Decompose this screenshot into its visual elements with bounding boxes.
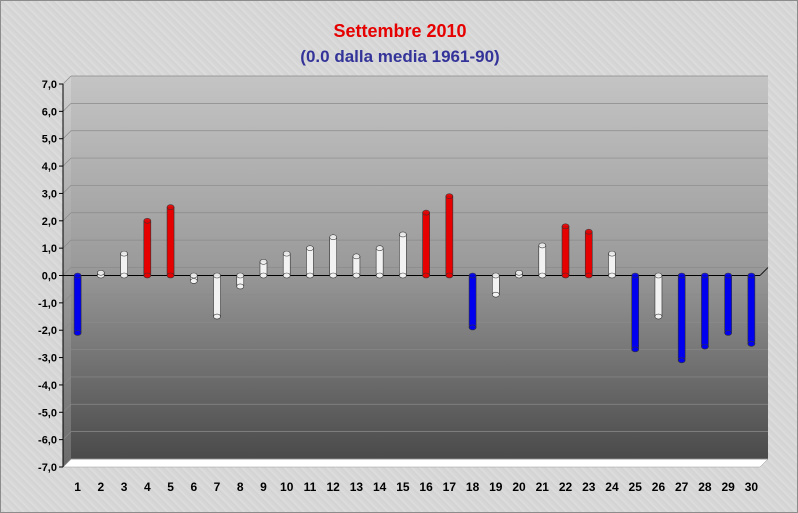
x-tick-label: 16 (419, 480, 433, 494)
bar (561, 223, 570, 279)
bar (701, 272, 709, 350)
x-tick-label: 12 (327, 480, 341, 494)
x-tick-label: 17 (443, 480, 457, 494)
x-tick-label: 1 (74, 480, 81, 494)
bar (538, 242, 547, 279)
x-tick-label: 13 (350, 480, 364, 494)
bar (306, 245, 314, 279)
y-tick-label: -6,0 (38, 435, 57, 447)
grid-line-side (62, 212, 72, 222)
bar (282, 250, 291, 279)
bar (120, 250, 128, 279)
x-tick-label: 7 (214, 480, 221, 494)
bar (236, 272, 245, 290)
x-tick-label: 9 (260, 480, 267, 494)
x-tick-label: 24 (605, 480, 619, 494)
x-tick-label: 30 (745, 480, 759, 494)
x-tick-label: 3 (121, 480, 128, 494)
x-tick-label: 5 (167, 480, 174, 494)
grid-line-side (62, 294, 72, 304)
y-tick-label: -7,0 (38, 462, 57, 474)
bars (73, 193, 756, 364)
chart-title: Settembre 2010 (333, 21, 466, 41)
grid-line-side (62, 431, 72, 440)
y-tick-label: 0,0 (42, 271, 57, 283)
x-tick-label: 27 (675, 480, 689, 494)
x-tick-label: 11 (304, 480, 317, 494)
bar (492, 272, 500, 298)
y-tick-label: 6,0 (42, 106, 57, 118)
y-tick-label: 2,0 (42, 216, 57, 228)
bar (213, 272, 221, 320)
grid-lines (62, 75, 768, 468)
x-tick-label: 28 (698, 480, 712, 494)
bar (584, 228, 593, 279)
bar (608, 250, 616, 279)
x-tick-label: 25 (629, 480, 643, 494)
x-tick-label: 8 (237, 480, 244, 494)
y-tick-label: 7,0 (42, 79, 57, 91)
zero-line-depth (759, 267, 769, 276)
bar (375, 245, 384, 279)
y-tick-label: -1,0 (38, 298, 57, 310)
bar (97, 269, 105, 279)
x-tick-label: 26 (652, 480, 666, 494)
bar (631, 272, 640, 353)
grid-line-side (62, 349, 72, 358)
bar (352, 253, 361, 279)
x-tick-label: 18 (466, 480, 480, 494)
x-tick-label: 10 (280, 480, 294, 494)
y-tick-label: -4,0 (38, 380, 57, 392)
y-tick-label: 1,0 (42, 243, 57, 255)
bar (166, 204, 175, 279)
x-axis: 1 2 3 4 5 6 7 8 9 10 11 12 13 14 15 16 17 18 19 20 21 22 23 24 2… (74, 480, 758, 494)
y-axis: 7,0 6,0 5,0 4,0 3,0 2,0 1,0 0,0 -1,0 -2,0 -3,0 -4,0… (38, 79, 769, 474)
bar (399, 231, 407, 279)
x-tick-label: 21 (536, 480, 550, 494)
y-tick-label: -5,0 (38, 407, 57, 419)
grid-line-side (62, 103, 72, 112)
chart-subtitle: (0.0 dalla media 1961-90) (300, 47, 499, 66)
bar (259, 259, 268, 279)
grid-line-side (62, 404, 72, 413)
bar (143, 217, 152, 279)
bar (189, 272, 198, 284)
x-tick-label: 23 (582, 480, 596, 494)
x-tick-label: 19 (489, 480, 503, 494)
x-tick-label: 22 (559, 480, 573, 494)
floor (62, 458, 769, 468)
bar (73, 272, 82, 336)
bar (724, 272, 732, 336)
bar (677, 272, 686, 364)
x-tick-label: 20 (512, 480, 526, 494)
grid-line-side (62, 75, 72, 85)
bar (468, 272, 477, 331)
y-tick-label: 4,0 (42, 161, 57, 173)
bar (329, 234, 337, 279)
grid-line-side (62, 185, 72, 194)
grid-line-side (62, 157, 72, 167)
grid-line-side (62, 130, 72, 139)
y-tick-label: -2,0 (38, 325, 57, 337)
y-tick-label: -3,0 (38, 353, 57, 365)
bar (747, 272, 756, 347)
x-tick-label: 29 (721, 480, 735, 494)
bar (654, 272, 663, 320)
grid-line-side (62, 321, 72, 331)
bar (515, 269, 523, 279)
grid-line-side (62, 267, 72, 276)
x-tick-label: 15 (396, 480, 410, 494)
grid-line-side (62, 376, 72, 386)
bar (445, 193, 454, 279)
grid-line-side (62, 458, 72, 468)
y-tick-label: 5,0 (42, 134, 57, 146)
grid-line-side (62, 239, 72, 249)
x-tick-label: 6 (190, 480, 197, 494)
x-tick-label: 2 (98, 480, 105, 494)
y-tick-label: 3,0 (42, 188, 57, 200)
bar (422, 209, 430, 279)
x-tick-label: 14 (373, 480, 387, 494)
x-tick-label: 4 (144, 480, 151, 494)
